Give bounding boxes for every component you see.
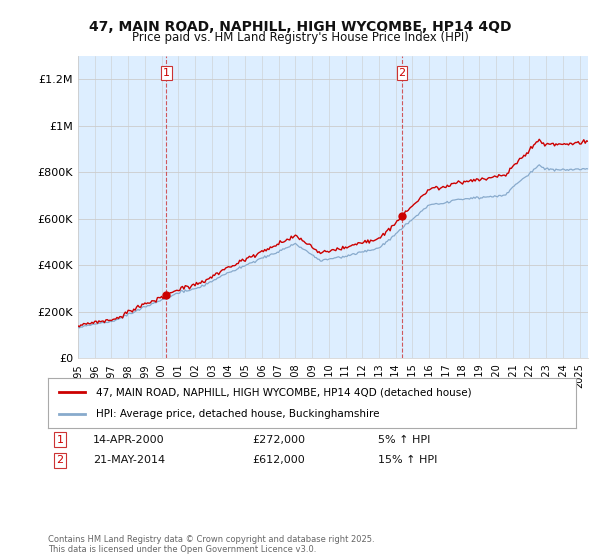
Text: £272,000: £272,000 [252, 435, 305, 445]
Text: 47, MAIN ROAD, NAPHILL, HIGH WYCOMBE, HP14 4QD: 47, MAIN ROAD, NAPHILL, HIGH WYCOMBE, HP… [89, 20, 511, 34]
Text: 2: 2 [398, 68, 406, 78]
Text: Contains HM Land Registry data © Crown copyright and database right 2025.
This d: Contains HM Land Registry data © Crown c… [48, 535, 374, 554]
Text: 5% ↑ HPI: 5% ↑ HPI [378, 435, 430, 445]
Text: 14-APR-2000: 14-APR-2000 [93, 435, 164, 445]
Text: 1: 1 [163, 68, 170, 78]
Text: 21-MAY-2014: 21-MAY-2014 [93, 455, 165, 465]
Text: 1: 1 [56, 435, 64, 445]
Text: HPI: Average price, detached house, Buckinghamshire: HPI: Average price, detached house, Buck… [95, 409, 379, 419]
Text: 2: 2 [56, 455, 64, 465]
Text: 15% ↑ HPI: 15% ↑ HPI [378, 455, 437, 465]
Text: 47, MAIN ROAD, NAPHILL, HIGH WYCOMBE, HP14 4QD (detached house): 47, MAIN ROAD, NAPHILL, HIGH WYCOMBE, HP… [95, 387, 471, 397]
Text: £612,000: £612,000 [252, 455, 305, 465]
Text: Price paid vs. HM Land Registry's House Price Index (HPI): Price paid vs. HM Land Registry's House … [131, 31, 469, 44]
